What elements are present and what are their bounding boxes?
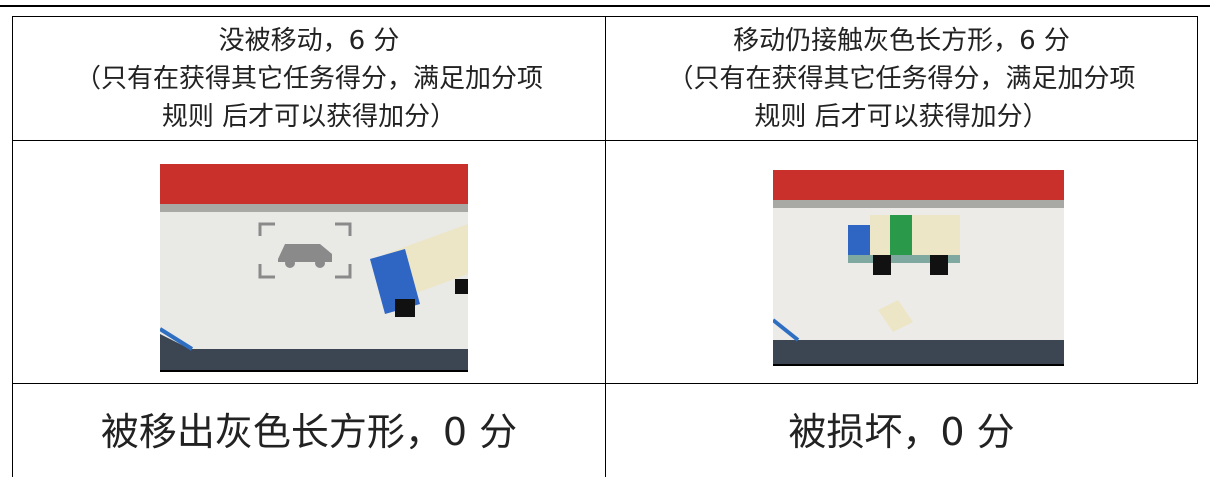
- text-line: 移动仍接触灰色长方形，6 分: [733, 26, 1070, 56]
- table-border: [605, 16, 606, 477]
- rule-line: [0, 5, 1210, 7]
- text-line: 规则 后才可以获得加分）: [754, 102, 1049, 132]
- text-line: 没被移动，6 分: [218, 26, 400, 56]
- cell-text: 被移出灰色长方形，0 分: [100, 410, 518, 454]
- text-line: （只有在获得其它任务得分，满足加分项: [667, 64, 1136, 94]
- cell-text: 移动仍接触灰色长方形，6 分 （只有在获得其它任务得分，满足加分项 规则 后才可…: [606, 22, 1197, 136]
- photo: [773, 170, 1064, 366]
- cell-text: 没被移动，6 分 （只有在获得其它任务得分，满足加分项 规则 后才可以获得加分）: [13, 22, 605, 136]
- photo: [160, 164, 468, 372]
- text-line: 规则 后才可以获得加分）: [161, 102, 457, 132]
- table-border: [1197, 16, 1198, 384]
- text-line: （只有在获得其它任务得分，满足加分项: [74, 64, 543, 94]
- cell-text: 被损坏，0 分: [788, 410, 1015, 454]
- table-border: [12, 16, 13, 477]
